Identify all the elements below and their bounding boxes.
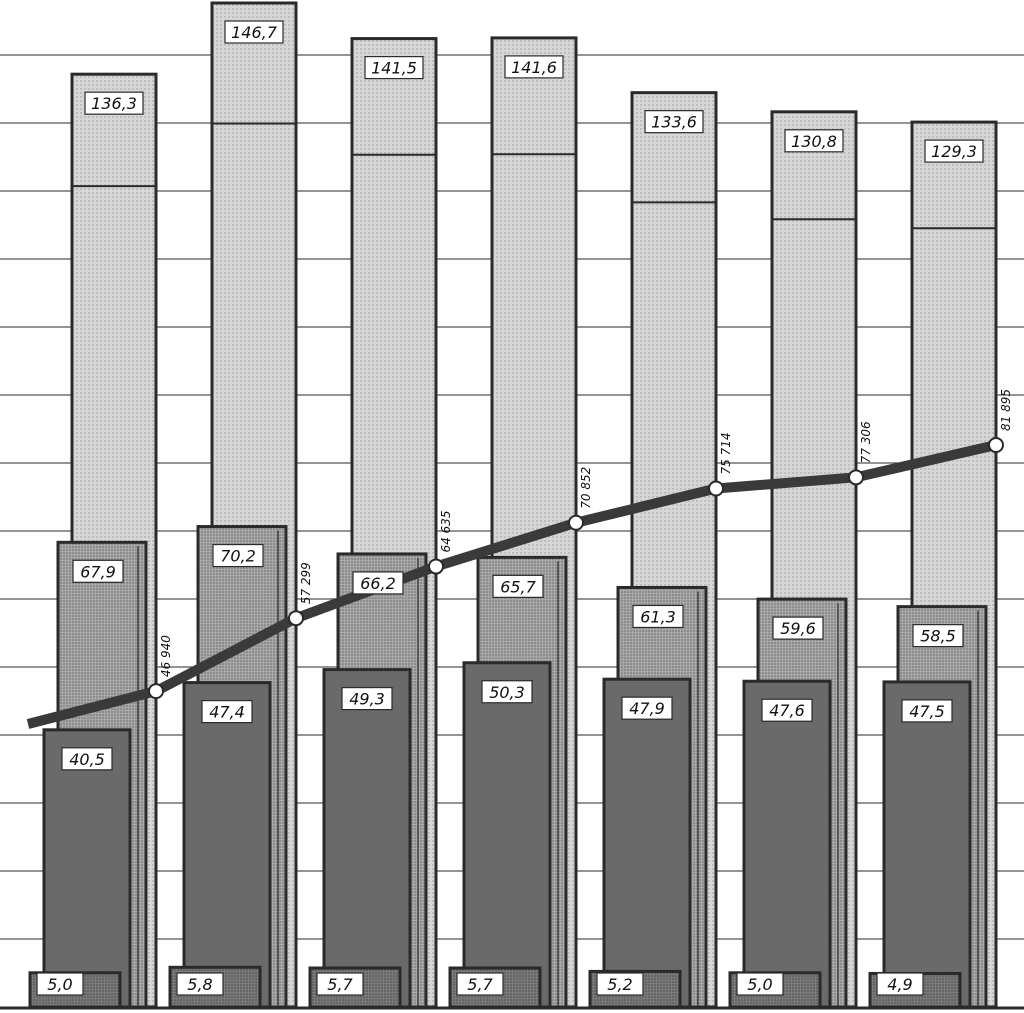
bar-series-3 — [882, 680, 972, 1009]
label-series-1-box — [364, 55, 424, 80]
label-series-2: 59,6 — [780, 619, 816, 638]
line-value-label: 70 852 — [579, 467, 593, 509]
label-series-2-box — [912, 624, 964, 648]
label-series-4: 4,9 — [887, 975, 912, 994]
line-point — [708, 480, 724, 497]
line-value-label: 57 299 — [299, 562, 313, 604]
label-series-1: 136,3 — [91, 94, 137, 113]
label-series-1-box — [224, 20, 284, 44]
line-value-label: 77 306 — [859, 421, 873, 463]
bars — [28, 1, 998, 1009]
label-series-1-box — [784, 129, 844, 153]
label-series-3-box — [61, 747, 113, 771]
line-value-label: 81 895 — [999, 389, 1013, 431]
label-series-2: 66,2 — [360, 574, 396, 593]
bar-series-3 — [602, 677, 692, 1009]
label-series-1: 141,6 — [511, 58, 557, 77]
label-series-2: 70,2 — [220, 547, 256, 566]
line-point — [288, 610, 304, 627]
label-series-3-box — [201, 699, 253, 724]
label-series-3: 49,3 — [349, 690, 385, 709]
label-series-2-box — [212, 543, 264, 568]
label-series-1-box — [924, 139, 984, 163]
line-point — [988, 437, 1004, 453]
bar-series-3 — [182, 681, 272, 1009]
label-series-4-box — [316, 972, 364, 996]
label-series-1: 130,8 — [791, 132, 837, 151]
line-value-label: 75 714 — [719, 433, 733, 475]
data-labels: 46 940 57 299 64 635 70 852 75 714 77 306 81 8… — [36, 20, 1013, 996]
label-series-2-box — [632, 604, 684, 629]
label-series-3-box — [341, 686, 393, 711]
label-series-3-box — [621, 696, 673, 720]
label-series-4-box — [876, 972, 924, 996]
line-point — [428, 558, 444, 575]
label-series-3: 50,3 — [489, 683, 525, 702]
label-series-2-box — [352, 571, 404, 595]
line-value-label: 64 635 — [439, 511, 453, 553]
label-series-3: 47,5 — [909, 702, 945, 721]
label-series-4-box — [456, 972, 504, 996]
label-series-4: 5,8 — [187, 975, 212, 994]
line-value-label: 46 940 — [159, 635, 173, 677]
label-series-4: 5,7 — [467, 975, 493, 994]
line-point — [568, 514, 584, 531]
label-series-3-box — [761, 698, 813, 722]
label-series-3: 47,6 — [769, 701, 805, 720]
label-series-4-box — [176, 972, 224, 996]
label-series-2-box — [772, 616, 824, 640]
label-series-1: 146,7 — [231, 23, 278, 42]
label-series-4: 5,0 — [747, 975, 772, 994]
line-point — [148, 683, 164, 700]
label-series-2: 58,5 — [920, 627, 956, 646]
label-series-4: 5,7 — [327, 975, 353, 994]
label-series-4-box — [736, 972, 784, 996]
label-series-3-box — [901, 699, 953, 723]
label-series-2-box — [492, 574, 544, 598]
label-series-1-box — [644, 110, 704, 134]
label-series-4: 5,2 — [607, 975, 632, 994]
bar-series-3 — [42, 728, 132, 1009]
label-series-4-box — [596, 972, 644, 996]
label-series-4: 5,0 — [47, 975, 72, 994]
label-series-3-box — [481, 680, 533, 704]
label-series-1: 141,5 — [371, 59, 417, 78]
trend-line-path — [26, 440, 998, 729]
line-point — [848, 469, 864, 486]
bar-series-3 — [742, 679, 832, 1009]
label-series-1: 133,6 — [651, 113, 697, 132]
label-series-4-box — [36, 972, 84, 996]
label-series-2: 67,9 — [80, 562, 116, 581]
label-series-2: 65,7 — [500, 577, 536, 596]
bar-series-3 — [322, 668, 412, 1009]
label-series-1-box — [84, 91, 144, 115]
label-series-2: 61,3 — [640, 607, 676, 626]
label-series-3: 47,9 — [629, 699, 665, 718]
trend-line — [26, 437, 1004, 729]
label-series-3: 40,5 — [69, 750, 105, 769]
bar-series-3 — [462, 661, 552, 1009]
label-series-2-box — [72, 559, 124, 583]
label-series-3: 47,4 — [209, 703, 245, 722]
label-series-1: 129,3 — [931, 142, 977, 161]
label-series-1-box — [504, 55, 564, 79]
